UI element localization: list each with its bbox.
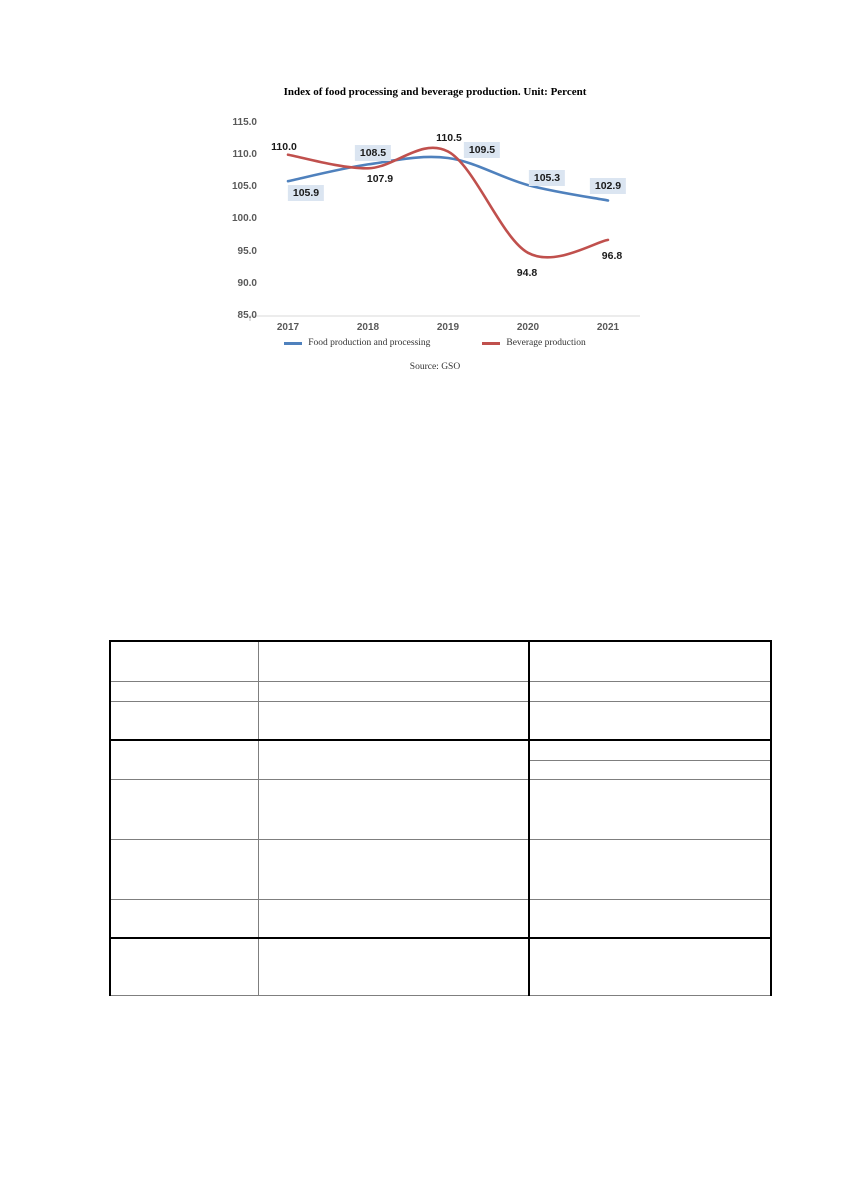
table-cell	[529, 641, 771, 682]
data-label: 96.8	[601, 249, 623, 262]
x-axis-tick-label: 2021	[596, 322, 620, 333]
table-row	[110, 839, 771, 900]
table-cell	[110, 779, 259, 840]
data-label: 105.3	[528, 170, 566, 187]
table-cell	[529, 779, 771, 840]
table-row	[110, 938, 771, 996]
x-axis-tick-label: 2017	[276, 322, 300, 333]
data-label: 107.9	[366, 173, 394, 186]
series-line-1	[286, 155, 610, 202]
y-axis-tick-label: 100.0	[231, 213, 257, 225]
table-cell	[258, 701, 530, 741]
x-axis-tick-label: 2019	[436, 322, 460, 333]
table-cell	[110, 740, 259, 780]
table-cell	[529, 899, 771, 939]
y-axis-tick-label: 110.0	[232, 148, 257, 160]
table-cell	[529, 938, 771, 996]
table-row	[110, 641, 771, 682]
chart-legend: Food production and processing Beverage p…	[205, 338, 665, 348]
data-label: 102.9	[589, 177, 627, 194]
data-label: 109.5	[463, 141, 501, 158]
table-cell	[529, 701, 771, 741]
table-row	[110, 740, 771, 780]
table-cell	[258, 938, 530, 996]
y-axis-tick-label: 105.0	[231, 181, 257, 192]
table-row	[110, 899, 771, 939]
table-row	[110, 779, 771, 840]
data-label: 105.9	[287, 185, 325, 202]
legend-line-swatch-icon	[284, 341, 303, 345]
table-cell	[110, 641, 259, 682]
table-row	[110, 701, 771, 741]
x-axis-tick-label: 2020	[516, 322, 540, 333]
legend-line-swatch-icon	[482, 341, 501, 345]
legend-item: Beverage production	[482, 338, 586, 348]
chart-title: Index of food processing and beverage pr…	[283, 86, 587, 98]
y-axis-tick-label: 90.0	[237, 277, 257, 289]
table-cell	[529, 740, 771, 761]
legend-item: Food production and processing	[284, 338, 430, 348]
table-cell	[110, 899, 259, 939]
table-row	[110, 760, 771, 780]
line-chart: Index of food processing and beverage pr…	[205, 82, 665, 382]
table-cell	[110, 938, 259, 996]
legend-label: Food production and processing	[308, 338, 431, 348]
legend-label: Beverage production	[506, 338, 586, 348]
table-cell	[110, 681, 259, 702]
table-cell	[258, 899, 530, 939]
table-cell	[529, 681, 771, 702]
y-axis-tick-label: 95.0	[237, 245, 257, 257]
table-cell	[529, 839, 771, 900]
series-line-2	[286, 146, 610, 259]
data-label: 94.8	[516, 266, 538, 279]
table-cell	[529, 760, 771, 780]
table-cell	[258, 839, 530, 900]
table-cell	[258, 779, 530, 840]
y-axis-tick-label: 85.0	[237, 310, 257, 321]
x-axis-tick-label: 2018	[356, 322, 380, 333]
table-cell	[110, 839, 259, 900]
chart-canvas	[249, 146, 640, 321]
table-cell	[258, 641, 530, 682]
table-cell	[258, 740, 530, 780]
y-axis-tick-label: 115.0	[232, 116, 257, 128]
data-label: 110.5	[436, 131, 462, 144]
chart-source: Source: GSO	[409, 362, 461, 372]
table-cell	[110, 701, 259, 741]
data-label: 110.0	[271, 140, 297, 153]
data-label: 108.5	[354, 145, 392, 162]
table-cell	[258, 681, 530, 702]
empty-table	[109, 640, 772, 996]
table-row	[110, 681, 771, 702]
